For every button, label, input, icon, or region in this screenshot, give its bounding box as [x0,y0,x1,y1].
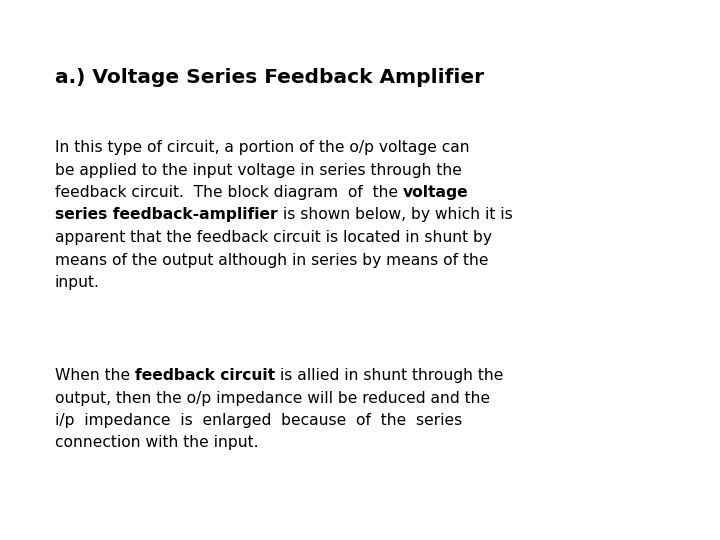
Text: In this type of circuit, a portion of the o/p voltage can: In this type of circuit, a portion of th… [55,140,469,155]
Text: be applied to the input voltage in series through the: be applied to the input voltage in serie… [55,163,462,178]
Text: feedback circuit: feedback circuit [135,368,275,383]
Text: is shown below, by which it is: is shown below, by which it is [278,207,513,222]
Text: is allied in shunt through the: is allied in shunt through the [275,368,503,383]
Text: means of the output although in series by means of the: means of the output although in series b… [55,253,488,267]
Text: a.) Voltage Series Feedback Amplifier: a.) Voltage Series Feedback Amplifier [55,68,484,87]
Text: voltage: voltage [403,185,469,200]
Text: input.: input. [55,275,100,290]
Text: series feedback-amplifier: series feedback-amplifier [55,207,278,222]
Text: When the: When the [55,368,135,383]
Text: feedback circuit.  The block diagram  of  the: feedback circuit. The block diagram of t… [55,185,403,200]
Text: output, then the o/p impedance will be reduced and the: output, then the o/p impedance will be r… [55,390,490,406]
Text: connection with the input.: connection with the input. [55,435,258,450]
Text: i/p  impedance  is  enlarged  because  of  the  series: i/p impedance is enlarged because of the… [55,413,462,428]
Text: apparent that the feedback circuit is located in shunt by: apparent that the feedback circuit is lo… [55,230,492,245]
